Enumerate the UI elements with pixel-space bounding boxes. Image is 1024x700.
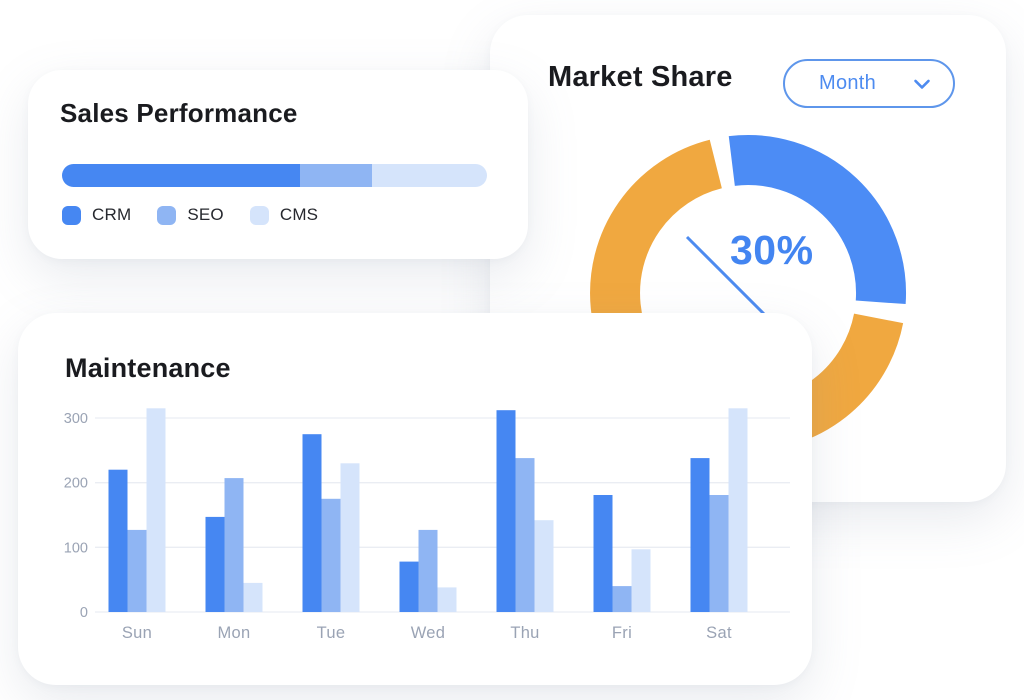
bar-mon-series-light-blue <box>243 582 263 612</box>
maintenance-title: Maintenance <box>65 353 231 383</box>
bar-sat-series-light-blue <box>728 408 748 612</box>
bar-tue-series-light-blue <box>340 463 360 612</box>
stacked-segment-cms <box>372 164 487 187</box>
y-tick-label: 300 <box>64 411 88 427</box>
market-share-title: Market Share <box>548 61 733 93</box>
x-tick-label-thu: Thu <box>510 624 539 642</box>
bar-thu-series-medium-blue <box>515 458 535 612</box>
x-tick-label-fri: Fri <box>612 624 632 642</box>
bar-sat-series-dark-blue <box>690 458 710 612</box>
bar-fri-series-medium-blue <box>612 586 632 612</box>
bar-mon-series-dark-blue <box>205 516 225 612</box>
legend-item-crm: CRM <box>62 205 131 225</box>
bar-sat-series-medium-blue <box>709 495 729 612</box>
maintenance-bar-chart: 0 100 200 300 Sun Mon Tue Wed Thu Fri Sat <box>64 408 790 642</box>
bar-thu-series-light-blue <box>534 520 554 612</box>
bar-fri-series-dark-blue <box>593 495 613 612</box>
legend-swatch-icon <box>157 205 177 225</box>
y-tick-label: 100 <box>64 540 88 556</box>
legend-label: CRM <box>92 205 132 224</box>
sales-stacked-bar <box>62 164 487 187</box>
legend-item-seo: SEO <box>157 205 224 225</box>
legend-label: CMS <box>279 205 319 224</box>
legend-label: SEO <box>187 205 224 224</box>
bar-sun-series-medium-blue <box>127 529 147 612</box>
bar-wed-series-light-blue <box>437 587 457 612</box>
y-tick-label: 200 <box>64 476 88 492</box>
bar-wed-series-medium-blue <box>418 529 438 612</box>
x-tick-label-tue: Tue <box>317 624 346 642</box>
legend-item-cms: CMS <box>249 205 319 225</box>
sales-legend: CRM SEO CMS <box>62 205 318 225</box>
bar-fri-series-light-blue <box>631 549 651 612</box>
bar-sun-series-light-blue <box>146 408 166 612</box>
x-tick-label-wed: Wed <box>411 624 446 642</box>
bar-thu-series-dark-blue <box>496 410 516 612</box>
legend-swatch-icon <box>62 205 81 225</box>
y-tick-label: 0 <box>80 605 88 621</box>
chevron-down-icon <box>914 79 930 89</box>
stacked-segment-crm <box>62 164 300 187</box>
donut-slice-highlighted-share <box>728 135 907 305</box>
bar-sun-series-dark-blue <box>108 469 128 612</box>
donut-pointer-line <box>685 235 766 316</box>
stacked-segment-seo <box>300 164 373 187</box>
bar-tue-series-medium-blue <box>321 498 341 612</box>
donut-value-label: 30% <box>730 227 814 273</box>
bar-mon-series-medium-blue <box>224 478 244 612</box>
maintenance-card: Maintenance 0 100 200 300 Sun Mon Tue Wed Thu Fri… <box>18 313 812 685</box>
sales-performance-title: Sales Performance <box>60 98 298 128</box>
month-dropdown-label: Month <box>819 72 877 94</box>
month-dropdown[interactable]: Month <box>783 59 955 108</box>
x-tick-label-sat: Sat <box>706 624 732 642</box>
bar-tue-series-dark-blue <box>302 434 322 612</box>
x-tick-label-sun: Sun <box>122 624 152 642</box>
legend-swatch-icon <box>249 205 269 225</box>
bar-wed-series-dark-blue <box>399 561 419 612</box>
sales-performance-card: Sales Performance CRM SEO CMS <box>28 70 528 259</box>
x-tick-label-mon: Mon <box>218 624 251 642</box>
